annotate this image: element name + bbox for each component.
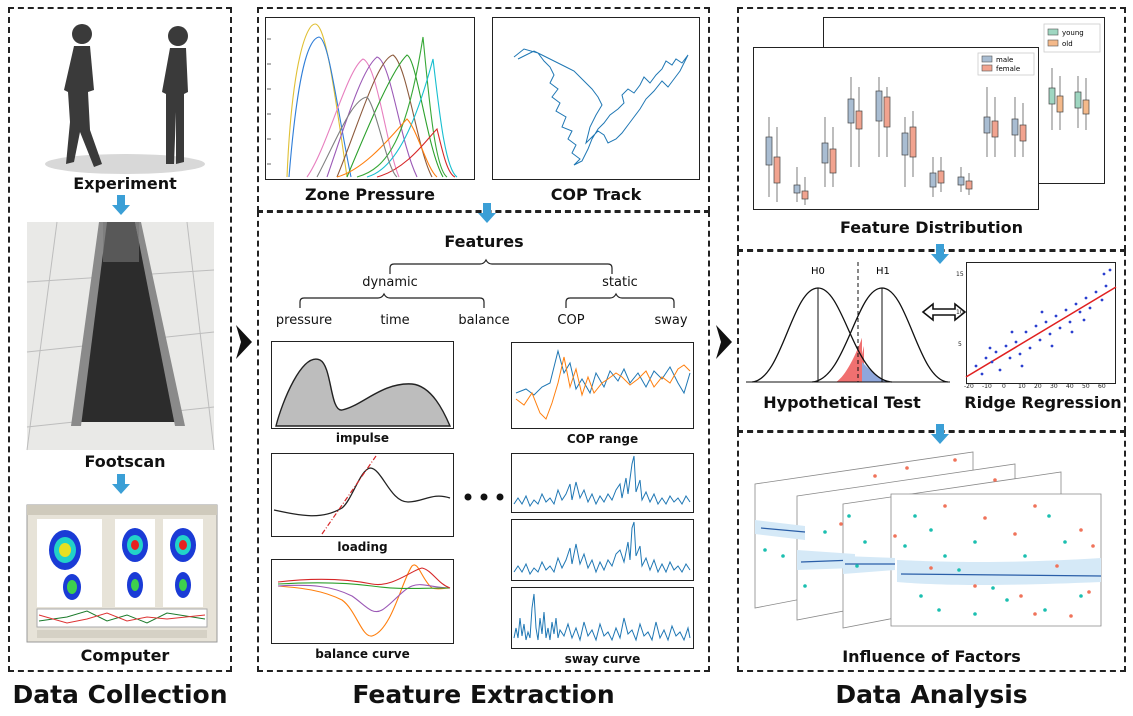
sway-label: sway xyxy=(654,313,688,328)
impulse-curve xyxy=(275,358,452,427)
balance-curve-label: balance curve xyxy=(315,647,410,661)
features-root-label: Features xyxy=(444,232,524,251)
sway-plot-3 xyxy=(511,587,694,649)
influence-of-factors-label: Influence of Factors xyxy=(842,647,1021,666)
svg-text:10: 10 xyxy=(1018,383,1026,390)
sway-curve-1 xyxy=(513,455,691,508)
svg-text:0: 0 xyxy=(1002,383,1006,390)
svg-text:5: 5 xyxy=(958,341,962,348)
sway-curve-2 xyxy=(513,521,691,576)
cop-track-curve xyxy=(513,48,689,166)
balance-curves xyxy=(277,564,451,637)
cop-range-curves xyxy=(515,349,691,420)
ridge-regression-plot xyxy=(966,262,1116,384)
zone-pressure-label: Zone Pressure xyxy=(304,185,436,204)
sway-curve-label: sway curve xyxy=(564,652,641,666)
svg-text:20: 20 xyxy=(1034,383,1042,390)
right-arrow-icon xyxy=(716,325,732,359)
ridge-regression-content: -20 -10 0 10 20 30 40 50 60 5 10 15 xyxy=(956,268,1117,390)
hypothesis-test-plot: H0 H1 xyxy=(746,262,950,383)
sway-plot-2 xyxy=(511,519,694,581)
svg-text:60: 60 xyxy=(1098,383,1106,390)
cop-range-label: COP range xyxy=(566,432,639,446)
down-arrow-icon xyxy=(931,244,949,264)
pressure-label: pressure xyxy=(275,313,333,328)
loading-plot xyxy=(271,453,454,537)
time-label: time xyxy=(380,313,410,328)
svg-text:-10: -10 xyxy=(982,383,992,390)
features-tree-lines xyxy=(299,258,675,308)
down-arrow-icon xyxy=(931,424,949,444)
svg-text:female: female xyxy=(996,65,1020,73)
balance-label: balance xyxy=(458,313,510,328)
svg-text:old: old xyxy=(1062,40,1073,48)
down-arrow-icon xyxy=(112,474,130,494)
svg-text:40: 40 xyxy=(1066,383,1074,390)
svg-text:30: 30 xyxy=(1050,383,1058,390)
loading-label: loading xyxy=(337,540,388,554)
experiment-label: Experiment xyxy=(73,174,177,193)
svg-text:young: young xyxy=(1062,29,1084,37)
data-analysis-title: Data Analysis xyxy=(835,680,1028,709)
boxplot-front-content: male female xyxy=(765,52,1035,205)
right-arrow-icon xyxy=(236,325,252,359)
feature-distribution-label: Feature Distribution xyxy=(840,218,1023,237)
influence-of-factors-plots xyxy=(754,451,1102,629)
footscan-label: Footscan xyxy=(84,452,166,471)
cop-label: COP xyxy=(557,313,585,328)
boxplot-back-content: young old xyxy=(1043,23,1101,130)
influence-panel xyxy=(737,431,1126,672)
sway-plot-1 xyxy=(511,453,694,513)
cop-track-label: COP Track xyxy=(550,185,642,204)
zone-pressure-curves xyxy=(267,23,458,178)
sway-curve-3 xyxy=(513,593,691,642)
svg-text:H1: H1 xyxy=(876,266,890,277)
walking-people-image xyxy=(45,24,205,174)
feature-extraction-title: Feature Extraction xyxy=(352,680,615,709)
svg-text:10: 10 xyxy=(956,309,964,316)
computer-screenshot-image xyxy=(26,504,218,643)
hypothetical-test-label: Hypothetical Test xyxy=(763,393,921,412)
down-arrow-icon xyxy=(112,195,130,215)
ellipsis-icon xyxy=(464,493,504,501)
double-arrow-icon xyxy=(921,302,967,322)
svg-text:male: male xyxy=(996,56,1013,64)
zone-pressure-plot xyxy=(265,17,475,180)
computer-label: Computer xyxy=(80,646,170,665)
ridge-regression-label: Ridge Regression xyxy=(964,393,1122,412)
footscan-image xyxy=(26,221,215,451)
svg-text:15: 15 xyxy=(956,271,964,278)
impulse-label: impulse xyxy=(335,431,390,445)
svg-text:50: 50 xyxy=(1082,383,1090,390)
svg-text:H0: H0 xyxy=(811,266,825,277)
cop-track-plot xyxy=(492,17,700,180)
static-label: static xyxy=(602,275,638,290)
svg-text:-20: -20 xyxy=(964,383,974,390)
data-collection-panel xyxy=(8,7,232,672)
down-arrow-icon xyxy=(478,203,496,223)
loading-curve xyxy=(273,455,451,535)
dynamic-label: dynamic xyxy=(362,275,418,290)
data-collection-title: Data Collection xyxy=(12,680,228,709)
